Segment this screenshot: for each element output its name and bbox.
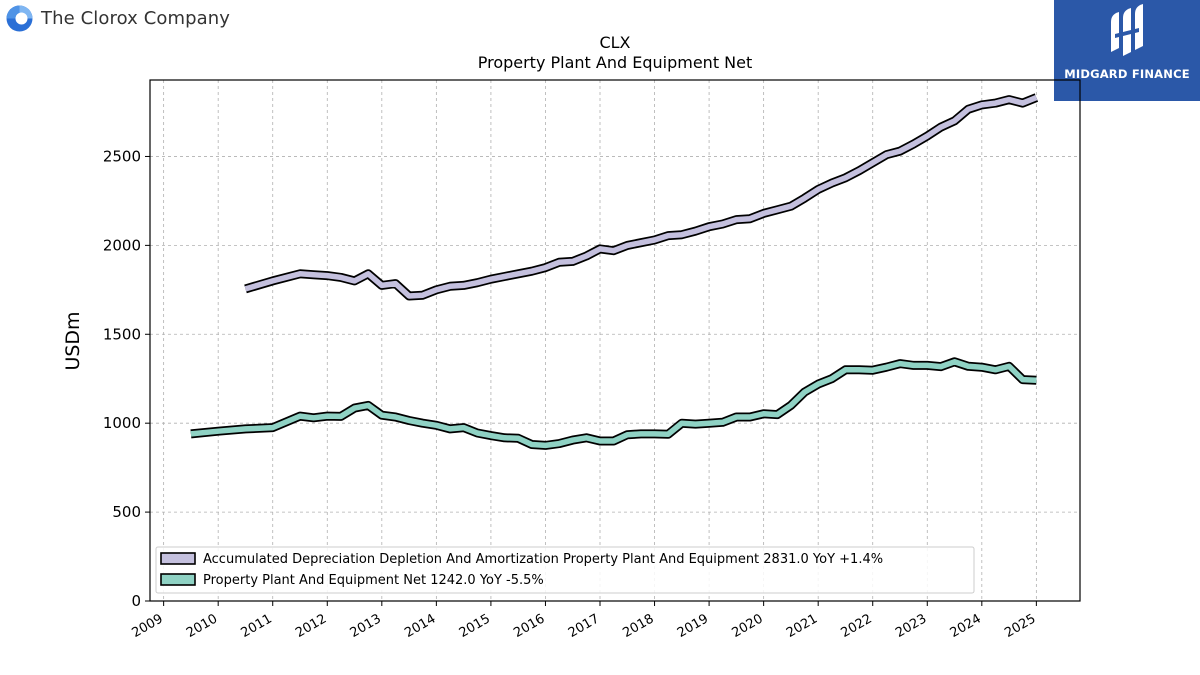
- x-tick-label: 2022: [839, 611, 875, 641]
- x-tick-label: 2023: [893, 611, 929, 641]
- x-tick-label: 2020: [729, 611, 765, 641]
- x-tick-label: 2017: [566, 611, 602, 641]
- midgard-logo-icon: [1111, 4, 1143, 56]
- series-outline: [244, 93, 1039, 301]
- series-outline: [190, 357, 1037, 450]
- x-tick-label: 2016: [511, 611, 547, 641]
- y-tick-label: 1500: [103, 325, 141, 343]
- x-tick-label: 2012: [293, 611, 329, 641]
- y-tick-label: 0: [131, 592, 141, 610]
- plot-frame: [149, 79, 1081, 602]
- grid: [150, 80, 1080, 601]
- legend-label: Accumulated Depreciation Depletion And A…: [203, 552, 883, 567]
- chart-subtitle: Property Plant And Equipment Net: [478, 53, 753, 72]
- x-tick-label: 2014: [402, 611, 438, 641]
- legend-swatch: [160, 573, 196, 586]
- x-tick-label: 2013: [348, 611, 384, 641]
- legend-box: [155, 546, 975, 594]
- series-1: [244, 93, 1039, 301]
- x-tick-label: 2018: [620, 611, 656, 641]
- legend-swatch: [160, 552, 196, 565]
- x-tick-label: 2019: [675, 611, 711, 641]
- x-tick-label: 2010: [184, 611, 220, 641]
- clorox-logo-icon: [6, 5, 33, 32]
- y-axis: 0 500 1000 1500 2000 2500: [103, 147, 150, 610]
- company-header: The Clorox Company: [6, 5, 230, 32]
- x-tick-label: 2015: [457, 611, 493, 641]
- series-line: [244, 95, 1038, 299]
- chart-title: CLX: [599, 33, 630, 52]
- x-tick-label: 2009: [129, 611, 165, 641]
- company-name: The Clorox Company: [41, 8, 231, 29]
- x-tick-label: 2024: [948, 611, 984, 641]
- legend-label: Property Plant And Equipment Net 1242.0 …: [203, 573, 544, 588]
- y-tick-label: 1000: [103, 414, 141, 432]
- brand-logo: MIDGARD FINANCE: [1054, 0, 1200, 101]
- legend: Accumulated Depreciation Depletion And A…: [155, 546, 975, 594]
- x-tick-label: 2021: [784, 611, 820, 641]
- y-tick-label: 500: [112, 503, 141, 521]
- y-tick-label: 2500: [103, 147, 141, 165]
- x-tick-label: 2025: [1002, 611, 1038, 641]
- series-line: [190, 359, 1037, 449]
- y-tick-label: 2000: [103, 236, 141, 254]
- series-2: [190, 357, 1037, 450]
- x-tick-label: 2011: [239, 611, 275, 641]
- y-axis-label: USDm: [62, 311, 84, 370]
- brand-name: MIDGARD FINANCE: [1064, 67, 1190, 81]
- x-axis: 2009 2010 2011 2012 2013 2014 2015 2016 2017 2018…: [129, 601, 1038, 641]
- series-lines: [190, 93, 1039, 450]
